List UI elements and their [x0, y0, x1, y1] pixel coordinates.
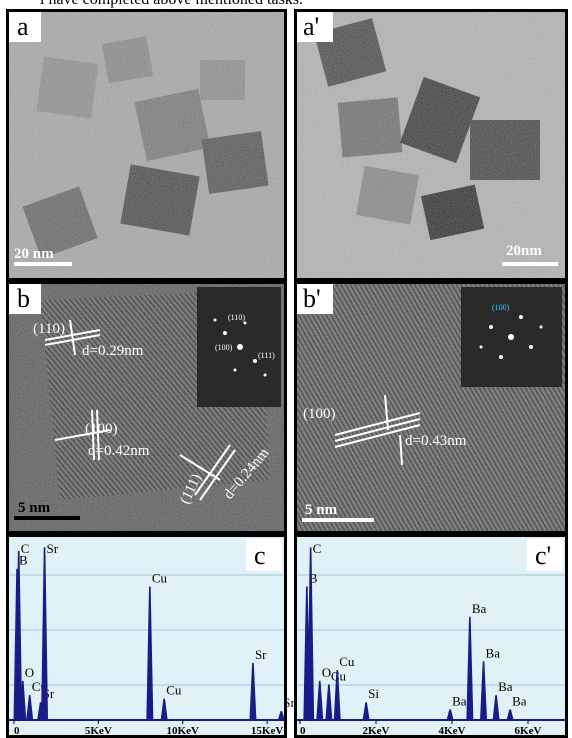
spectrum-background: [9, 537, 284, 735]
x-tick-label: 2KeV: [363, 725, 390, 737]
peak-label: Ba: [498, 679, 513, 694]
top-text: l have completed above mentioned tasks.: [40, 0, 303, 8]
peak-label: Ba: [486, 645, 501, 660]
panel-label: b: [17, 284, 30, 313]
scale-bar-label: 20nm: [506, 243, 542, 259]
peak-label: Sr: [47, 541, 59, 556]
annotation: (100): [303, 406, 336, 422]
peak-label: C: [313, 541, 322, 556]
x-tick-label: 0: [14, 725, 20, 737]
tem-image-a-prime: [297, 12, 565, 278]
panel-label: c': [535, 541, 551, 570]
annotation: d=0.43nm: [405, 433, 467, 449]
hrtem-image-b-prime: [297, 284, 565, 531]
tem-image-a: [9, 12, 284, 278]
peak-label: Cu: [339, 654, 355, 669]
fft-label: (100): [492, 303, 510, 312]
panel-label: a: [17, 12, 29, 41]
x-tick-label: 5KeV: [85, 725, 112, 737]
peak-label: O: [322, 665, 331, 680]
scale-bar-label: 5 nm: [305, 502, 338, 518]
peak-label: Si: [368, 686, 379, 701]
annotation: d=0.29nm: [82, 343, 144, 359]
scale-bar-label: 5 nm: [18, 500, 51, 516]
panel-label: a': [303, 12, 319, 41]
scale-bar-label: 20 nm: [14, 246, 54, 262]
panel-label: b': [303, 284, 321, 313]
x-tick-label: 6KeV: [515, 725, 542, 737]
fft-label: (110): [228, 313, 245, 322]
peak-label: C: [21, 541, 30, 556]
annotation: (100): [85, 421, 118, 437]
figure: l have completed above mentioned tasks. …: [0, 0, 572, 738]
peak-label: Ba: [472, 601, 487, 616]
x-tick-label: 4KeV: [439, 725, 466, 737]
fft-label: (100): [215, 343, 233, 352]
peak-label: Ba: [512, 693, 527, 708]
x-tick-label: 15KeV: [251, 725, 283, 737]
peak-label: Sr: [283, 695, 295, 710]
x-tick-label: 0: [300, 725, 306, 737]
panel-label: c: [254, 541, 266, 570]
peak-label: O: [25, 665, 34, 680]
peak-label: Cu: [331, 668, 347, 683]
peak-label: Sr: [255, 647, 267, 662]
peak-label: Ba: [452, 693, 467, 708]
fft-label: (111): [258, 351, 275, 360]
x-tick-label: 10KeV: [167, 725, 199, 737]
peak-label: Cu: [166, 683, 182, 698]
annotation: (110): [33, 321, 65, 337]
annotation: d=0.42nm: [88, 443, 150, 459]
peak-label: Cu: [152, 571, 168, 586]
